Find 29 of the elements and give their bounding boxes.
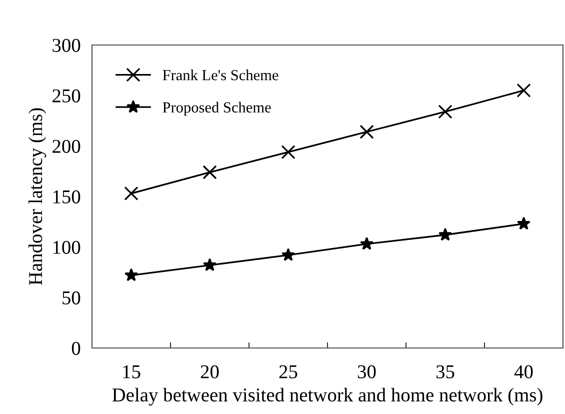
y-axis-title: Handover latency (ms) [28,108,46,286]
point [281,144,296,160]
legend-label: Proposed Scheme [162,102,271,116]
x-tick-label: 40 [514,365,533,378]
point [360,124,374,139]
x-tick-label: 20 [200,365,219,378]
point [360,236,374,250]
point [516,216,531,230]
point [516,83,531,98]
x-tick-label: 30 [358,365,376,378]
point [281,248,296,261]
point [438,228,452,241]
y-tick-label: 150 [53,190,80,204]
point [438,104,452,119]
point [124,268,138,282]
point [124,186,138,201]
y-tick-label: 0 [72,342,80,355]
point [202,258,217,272]
x-axis-title: Delay between visited network and home network (ms) [112,388,542,406]
point [202,165,217,180]
x-tick-label: 35 [436,365,454,378]
legend-label: Frank Le's Scheme [162,70,278,80]
x-tick-label: 25 [279,365,298,378]
y-tick-label: 50 [62,291,80,304]
x-tick-label: 15 [123,365,140,378]
y-tick-label: 250 [52,89,80,102]
y-tick-label: 200 [52,140,80,153]
y-tick-label: 300 [52,38,80,52]
y-tick-label: 100 [53,240,80,254]
